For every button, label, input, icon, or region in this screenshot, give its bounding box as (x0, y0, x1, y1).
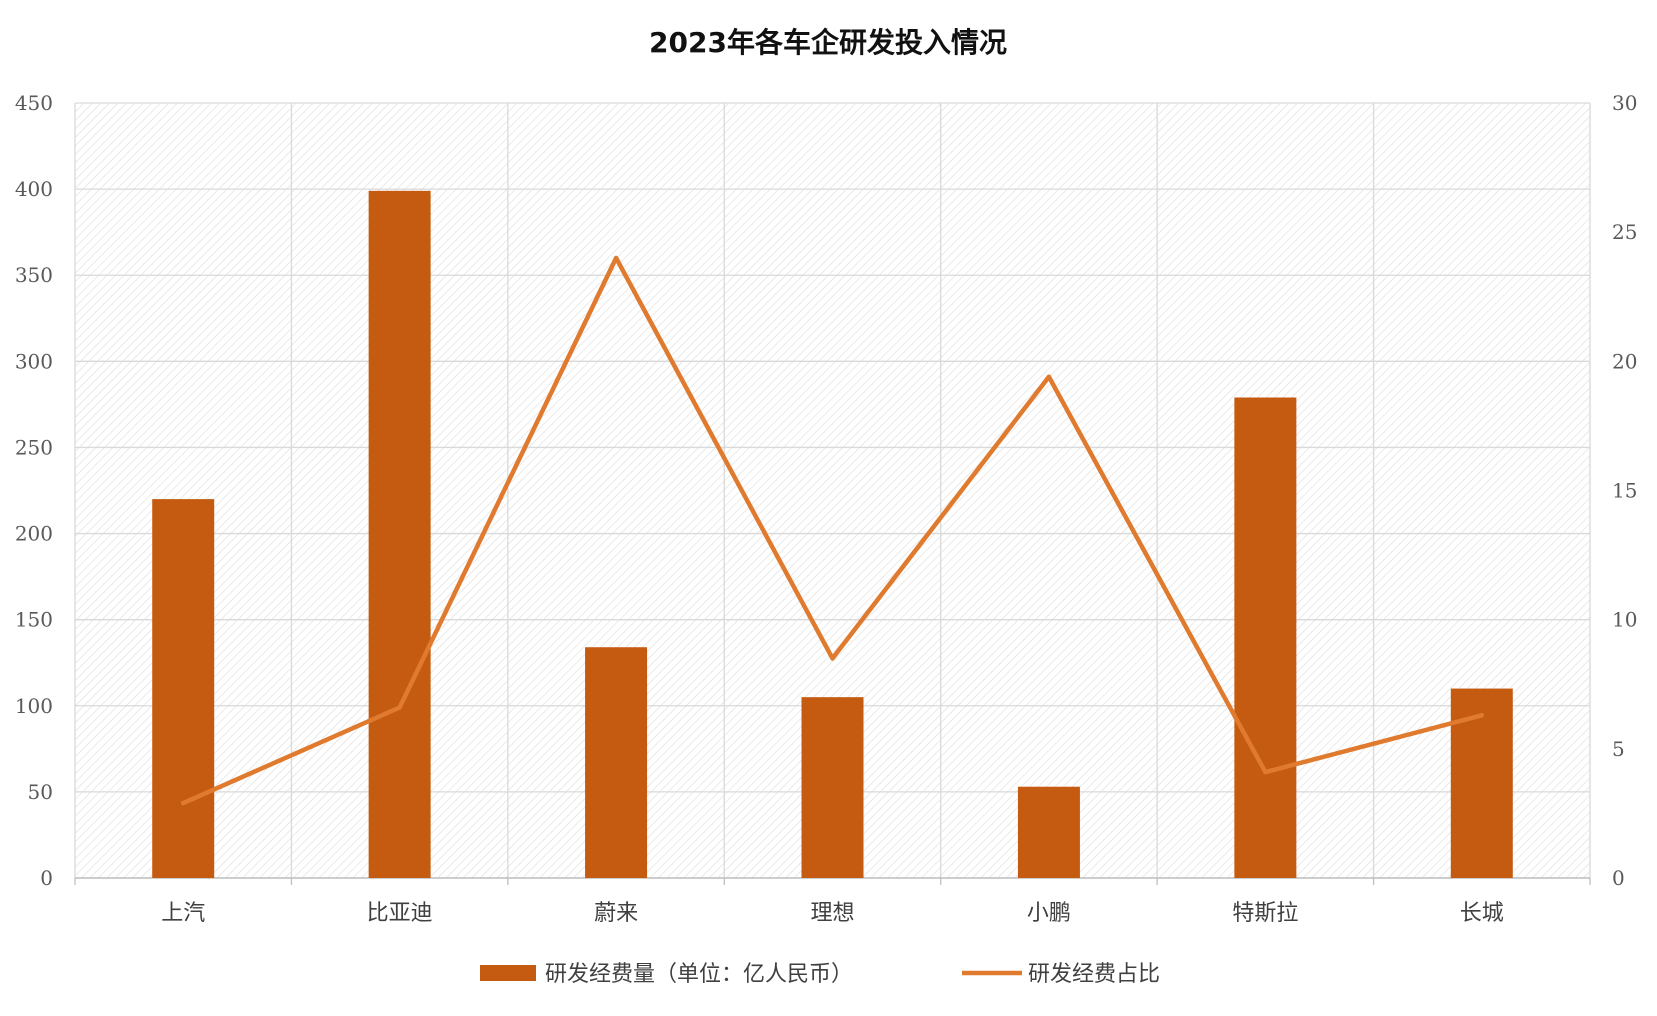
bar-4 (801, 697, 864, 878)
y2-tick-label: 0 (1612, 866, 1625, 890)
x-tick-label: 上汽 (161, 901, 205, 926)
y2-tick-label: 30 (1612, 91, 1637, 115)
bar-2 (368, 190, 431, 879)
x-tick-label: 长城 (1460, 901, 1504, 926)
y2-tick-label: 25 (1612, 220, 1637, 244)
line-point-5 (1046, 374, 1052, 380)
line-point-3 (613, 255, 619, 261)
y-tick-label: 50 (28, 780, 53, 804)
y2-tick-label: 10 (1612, 608, 1637, 632)
y-tick-label: 350 (15, 263, 53, 287)
line-point-4 (830, 656, 835, 661)
line-point-6 (1263, 769, 1268, 775)
bar-1 (152, 499, 215, 878)
bar-series (152, 190, 1513, 879)
legend: 研发经费量（单位：亿人民币） 研发经费占比 (480, 962, 1160, 987)
x-tick-label: 小鹏 (1027, 901, 1071, 926)
x-tick-label: 理想 (810, 901, 854, 926)
y-tick-label: 400 (15, 177, 53, 201)
y-tick-label: 200 (15, 522, 53, 546)
legend-label-line: 研发经费占比 (1028, 962, 1160, 987)
x-tick-label: 蔚来 (594, 901, 638, 926)
bar-5 (1017, 786, 1080, 878)
axis-labels: 0 50 100 150 200 250 300 350 400 450 0 5 10 15 20 25 30 上… (15, 91, 1638, 926)
y2-tick-label: 15 (1612, 479, 1637, 503)
legend-label-bar: 研发经费量（单位：亿人民币） (545, 962, 853, 987)
bar-6 (1234, 397, 1297, 878)
y-tick-label: 150 (15, 608, 53, 632)
x-tick-label: 比亚迪 (367, 901, 433, 926)
y-tick-label: 0 (40, 866, 53, 890)
y2-tick-label: 20 (1612, 349, 1637, 373)
y-tick-label: 250 (15, 435, 53, 459)
y-tick-label: 100 (15, 694, 53, 718)
bar-3 (585, 647, 648, 878)
x-tick-label: 特斯拉 (1232, 901, 1298, 926)
line-point-1 (181, 800, 186, 806)
line-series (180, 255, 1485, 806)
y-tick-label: 300 (15, 349, 53, 373)
line-point-2 (397, 705, 402, 710)
y-tick-label: 450 (15, 91, 53, 115)
chart-title: 2023年各车企研发投入情况 (649, 26, 1007, 59)
line-point-7 (1479, 713, 1484, 718)
axes (74, 877, 1591, 885)
legend-swatch-bar (480, 965, 536, 981)
y2-tick-label: 5 (1612, 737, 1625, 761)
